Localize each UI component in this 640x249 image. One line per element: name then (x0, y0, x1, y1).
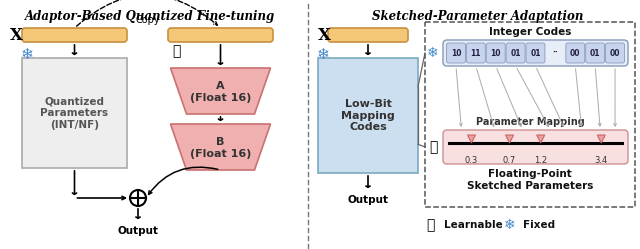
Text: Learnable: Learnable (444, 220, 503, 230)
FancyBboxPatch shape (168, 28, 273, 42)
Text: Adaptor-Based Quantized Fine-tuning: Adaptor-Based Quantized Fine-tuning (25, 10, 275, 23)
Text: 🔥: 🔥 (172, 44, 180, 58)
Text: ❄: ❄ (20, 47, 33, 62)
Text: X: X (10, 26, 23, 44)
Text: 10: 10 (490, 49, 501, 58)
Text: 3.4: 3.4 (595, 155, 608, 165)
Text: X: X (318, 26, 331, 44)
FancyBboxPatch shape (443, 130, 628, 164)
Polygon shape (537, 135, 545, 143)
Text: 01: 01 (531, 49, 541, 58)
Text: 10: 10 (451, 49, 461, 58)
Text: A
(Float 16): A (Float 16) (190, 81, 251, 103)
Circle shape (130, 190, 146, 206)
Text: ··: ·· (552, 49, 558, 58)
Text: 1.2: 1.2 (534, 155, 547, 165)
Polygon shape (170, 68, 271, 114)
Text: 🔥: 🔥 (426, 218, 434, 232)
Text: Integer Codes: Integer Codes (489, 27, 571, 37)
Polygon shape (597, 135, 605, 143)
Bar (318, 58, 418, 173)
FancyBboxPatch shape (443, 40, 628, 66)
Text: 00: 00 (610, 49, 620, 58)
FancyBboxPatch shape (605, 43, 625, 63)
Text: ❄: ❄ (317, 47, 330, 62)
Bar (425, 22, 635, 207)
Text: Quantized
Parameters
(INT/NF): Quantized Parameters (INT/NF) (40, 96, 109, 129)
Text: ❄: ❄ (504, 218, 516, 232)
FancyBboxPatch shape (22, 28, 127, 42)
Polygon shape (506, 135, 513, 143)
Text: Parameter Mapping: Parameter Mapping (476, 117, 584, 127)
FancyBboxPatch shape (486, 43, 505, 63)
Text: B
(Float 16): B (Float 16) (190, 137, 251, 159)
FancyBboxPatch shape (586, 43, 605, 63)
Text: Low-Bit
Mapping
Codes: Low-Bit Mapping Codes (341, 99, 395, 132)
Text: 0.3: 0.3 (465, 155, 478, 165)
Text: 00: 00 (570, 49, 580, 58)
Polygon shape (467, 135, 476, 143)
FancyBboxPatch shape (506, 43, 525, 63)
Polygon shape (170, 124, 271, 170)
Text: 01: 01 (590, 49, 600, 58)
Text: Fixed: Fixed (523, 220, 555, 230)
Text: Copy: Copy (135, 15, 160, 25)
FancyBboxPatch shape (447, 43, 465, 63)
FancyBboxPatch shape (467, 43, 485, 63)
Text: Output: Output (348, 195, 388, 205)
Text: Output: Output (118, 226, 159, 236)
FancyBboxPatch shape (328, 28, 408, 42)
Text: 0.7: 0.7 (503, 155, 516, 165)
Text: Floating-Point
Sketched Parameters: Floating-Point Sketched Parameters (467, 169, 593, 190)
Text: 11: 11 (470, 49, 481, 58)
Text: Sketched-Parameter Adaptation: Sketched-Parameter Adaptation (372, 10, 584, 23)
FancyBboxPatch shape (566, 43, 585, 63)
FancyBboxPatch shape (526, 43, 545, 63)
Text: 🔥: 🔥 (429, 140, 437, 154)
Text: 01: 01 (510, 49, 521, 58)
Text: ❄: ❄ (427, 46, 439, 60)
Bar (22, 58, 127, 168)
